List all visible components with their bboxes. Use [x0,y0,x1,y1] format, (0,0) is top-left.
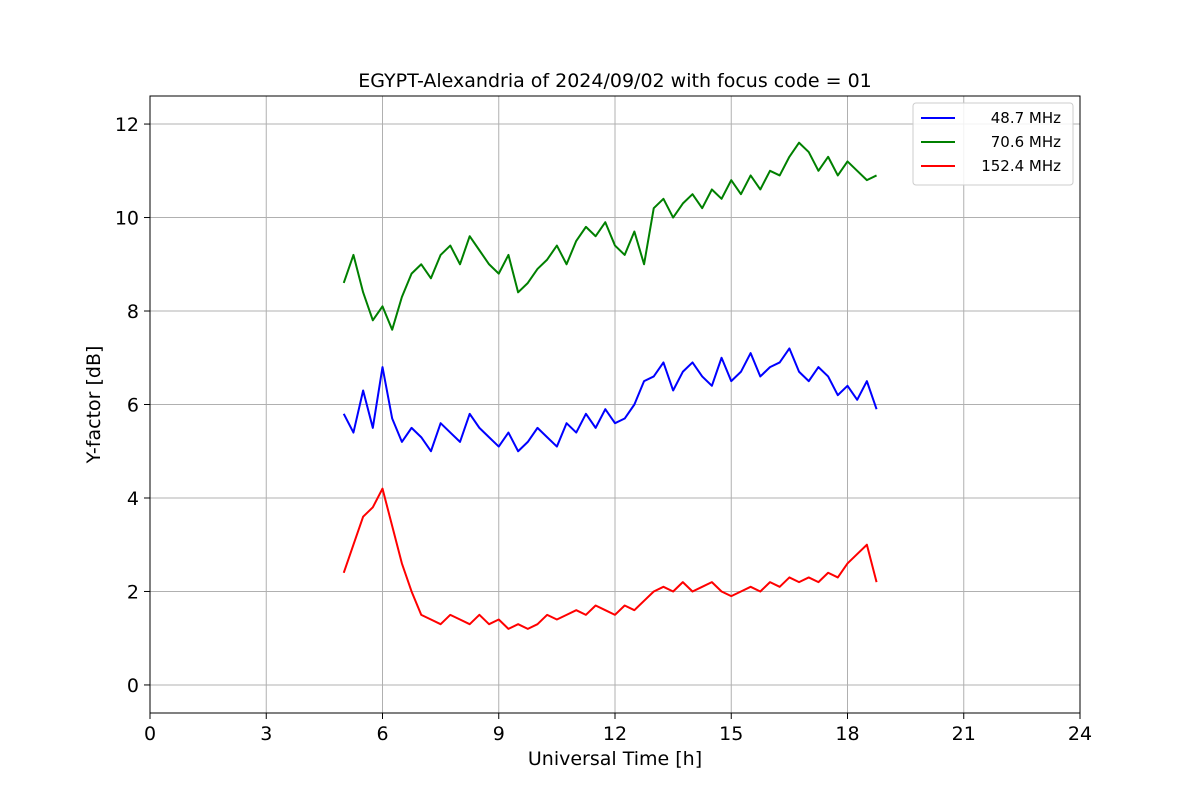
legend-box [912,102,1074,186]
legend: 48.7 MHz 70.6 MHz 152.4 MHz [912,102,1074,186]
x-tick-label: 18 [835,723,859,745]
y-tick-label: 10 [115,208,139,230]
x-tick-label: 3 [260,723,272,745]
x-tick-label: 9 [493,723,505,745]
x-tick-label: 0 [144,723,156,745]
x-tick-label: 12 [603,723,627,745]
legend-label: 70.6 MHz [991,133,1061,151]
x-tick-label: 6 [376,723,388,745]
y-tick-label: 12 [115,114,139,136]
y-tick-label: 0 [127,675,139,697]
series-line-1 [342,141,877,331]
y-tick-label: 6 [127,395,139,417]
y-tick-label: 4 [127,488,139,510]
series-line-0 [342,347,878,453]
x-axis-label: Universal Time [h] [528,748,702,770]
y-axis-ticks: 0 2 4 6 8 10 12 [115,114,150,697]
chart-title: EGYPT-Alexandria of 2024/09/02 with focu… [358,70,872,92]
x-tick-label: 21 [952,723,976,745]
series-lines [342,141,878,630]
legend-label: 152.4 MHz [981,157,1061,175]
x-tick-label: 24 [1068,723,1092,745]
legend-label: 48.7 MHz [991,109,1061,127]
y-axis-label: Y-factor [dB] [83,346,105,465]
grid [150,96,1080,713]
series-line-2 [342,487,878,630]
y-tick-label: 2 [127,581,139,603]
y-tick-label: 8 [127,301,139,323]
x-tick-label: 15 [719,723,743,745]
x-axis-ticks: 0 3 6 9 12 15 18 21 24 [144,713,1092,745]
